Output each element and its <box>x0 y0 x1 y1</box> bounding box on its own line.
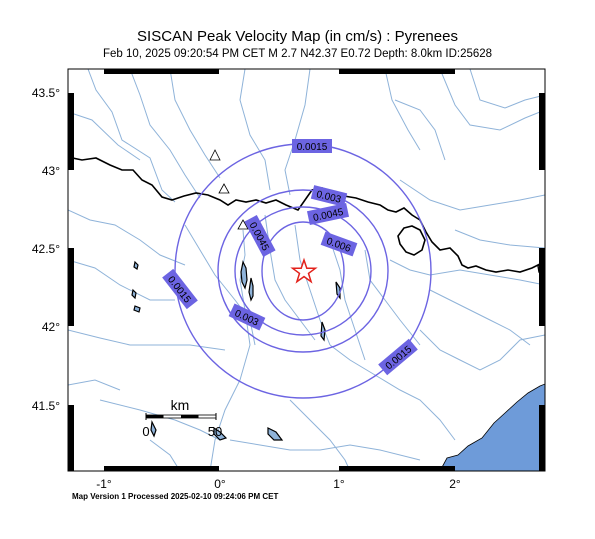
label-box <box>292 139 332 153</box>
sea-area <box>439 383 545 471</box>
frame-ticks <box>68 69 545 471</box>
stations <box>209 149 249 230</box>
label-box <box>228 303 266 331</box>
scale-min: 0 <box>142 424 149 439</box>
lat-tick-label: 43.5° <box>32 86 60 100</box>
contour-0.006 <box>261 221 345 321</box>
lon-tick-label: 0° <box>214 477 226 491</box>
processing-footer: Map Version 1 Processed 2025-02-10 09:24… <box>72 492 279 501</box>
contour-0.003 <box>217 189 389 353</box>
label-box <box>306 202 350 226</box>
latitude-labels: 43.5° 43° 42.5° 42° 41.5° <box>32 86 60 413</box>
longitude-labels: -1° 0° 1° 2° <box>96 477 461 491</box>
scale-bar: km 0 50 <box>142 397 222 439</box>
contour-labels: 0.0015 0.003 0.0045 0.006 0.0045 0.0015 <box>162 139 418 376</box>
lat-tick-label: 42.5° <box>32 242 60 256</box>
lon-tick-label: 1° <box>333 477 345 491</box>
lat-tick-label: 41.5° <box>32 399 60 413</box>
label-box <box>320 231 358 257</box>
andorra-border <box>397 225 426 256</box>
label-box <box>162 268 198 310</box>
triangle-icon <box>209 149 221 161</box>
scale-max: 50 <box>208 424 222 439</box>
event-info: Feb 10, 2025 09:20:54 PM CET M 2.7 N42.3… <box>102 48 493 60</box>
star-icon <box>290 257 318 284</box>
label-box <box>310 185 348 207</box>
label-box <box>378 338 418 376</box>
map-title: SISCAN Peak Velocity Map (in cm/s) : Pyr… <box>137 28 458 45</box>
reservoirs <box>131 260 341 441</box>
lat-tick-label: 43° <box>42 164 60 178</box>
scale-unit: km <box>171 397 190 413</box>
contour-0.0045 <box>234 206 372 336</box>
lon-tick-label: 2° <box>449 477 461 491</box>
triangle-icon <box>237 219 249 230</box>
lon-tick-label: -1° <box>96 477 112 491</box>
contour-label-0.0015-top: 0.0015 <box>297 142 328 153</box>
triangle-icon <box>218 183 230 194</box>
label-box <box>244 215 276 257</box>
lat-tick-label: 42° <box>42 320 60 334</box>
